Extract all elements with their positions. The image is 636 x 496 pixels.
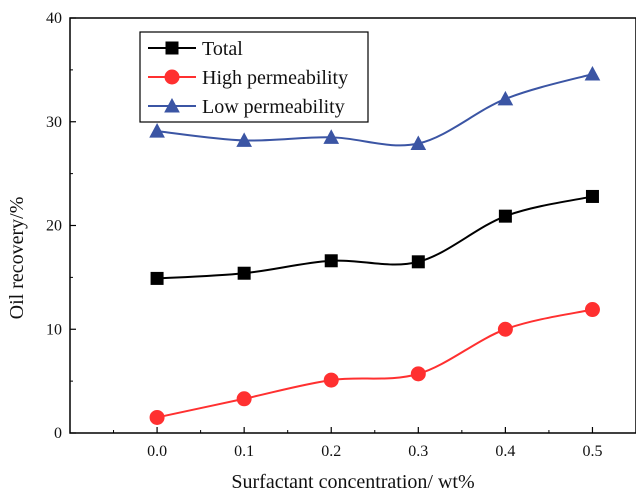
x-axis-title: Surfactant concentration/ wt% — [231, 471, 474, 493]
axes-layer: 0 10 20 30 40 0.0 0.1 0.2 0.3 0.4 0.5 — [46, 10, 636, 460]
y-tick-label: 40 — [46, 10, 62, 27]
legend-label-low-permeability: Low permeability — [202, 96, 345, 118]
data-point-low-permeability — [236, 132, 252, 147]
data-point-high-permeability — [149, 409, 165, 425]
data-point-total — [585, 189, 599, 203]
y-tick-label: 20 — [46, 218, 62, 235]
x-tick-label: 0.4 — [495, 443, 515, 460]
legend-marker-low-permeability — [164, 97, 180, 113]
series-line-total — [157, 195, 593, 280]
data-point-low-permeability — [410, 135, 427, 151]
data-point-total — [324, 254, 338, 268]
data-point-total — [498, 209, 512, 223]
x-tick-label: 0.5 — [582, 443, 602, 460]
x-tick-label: 0.2 — [321, 443, 341, 460]
data-point-total — [237, 266, 251, 280]
series-total — [150, 189, 599, 285]
data-point-high-permeability — [410, 366, 426, 382]
legend-marker-high-permeability — [164, 69, 180, 85]
series-low-permeability — [149, 65, 601, 151]
data-point-low-permeability — [149, 123, 165, 138]
x-tick-label: 0.0 — [147, 443, 167, 460]
data-point-low-permeability — [323, 129, 340, 144]
legend: Total High permeability Low permeability — [139, 31, 369, 123]
data-point-total — [411, 255, 425, 269]
data-point-high-permeability — [497, 321, 513, 337]
y-tick-label: 30 — [46, 114, 62, 131]
data-point-low-permeability — [584, 65, 601, 81]
legend-marker-total — [165, 41, 179, 55]
x-tick-label: 0.1 — [234, 443, 254, 460]
series-line-high-permeability — [156, 308, 593, 419]
series-high-permeability — [149, 302, 600, 425]
series-line-low-permeability — [156, 73, 593, 147]
data-point-low-permeability — [497, 90, 514, 106]
axis-titles: Surfactant concentration/ wt% Oil recove… — [6, 197, 475, 493]
y-tick-label: 0 — [54, 425, 62, 442]
x-tick-label: 0.3 — [408, 443, 428, 460]
legend-label-high-permeability: High permeability — [202, 67, 348, 89]
data-point-high-permeability — [584, 302, 600, 318]
data-point-high-permeability — [323, 372, 339, 388]
data-point-high-permeability — [236, 391, 252, 407]
y-tick-label: 10 — [46, 321, 62, 338]
y-axis-title: Oil recovery/% — [6, 197, 28, 320]
data-point-total — [150, 271, 164, 285]
series-layer — [149, 65, 601, 425]
legend-label-total: Total — [202, 38, 243, 60]
